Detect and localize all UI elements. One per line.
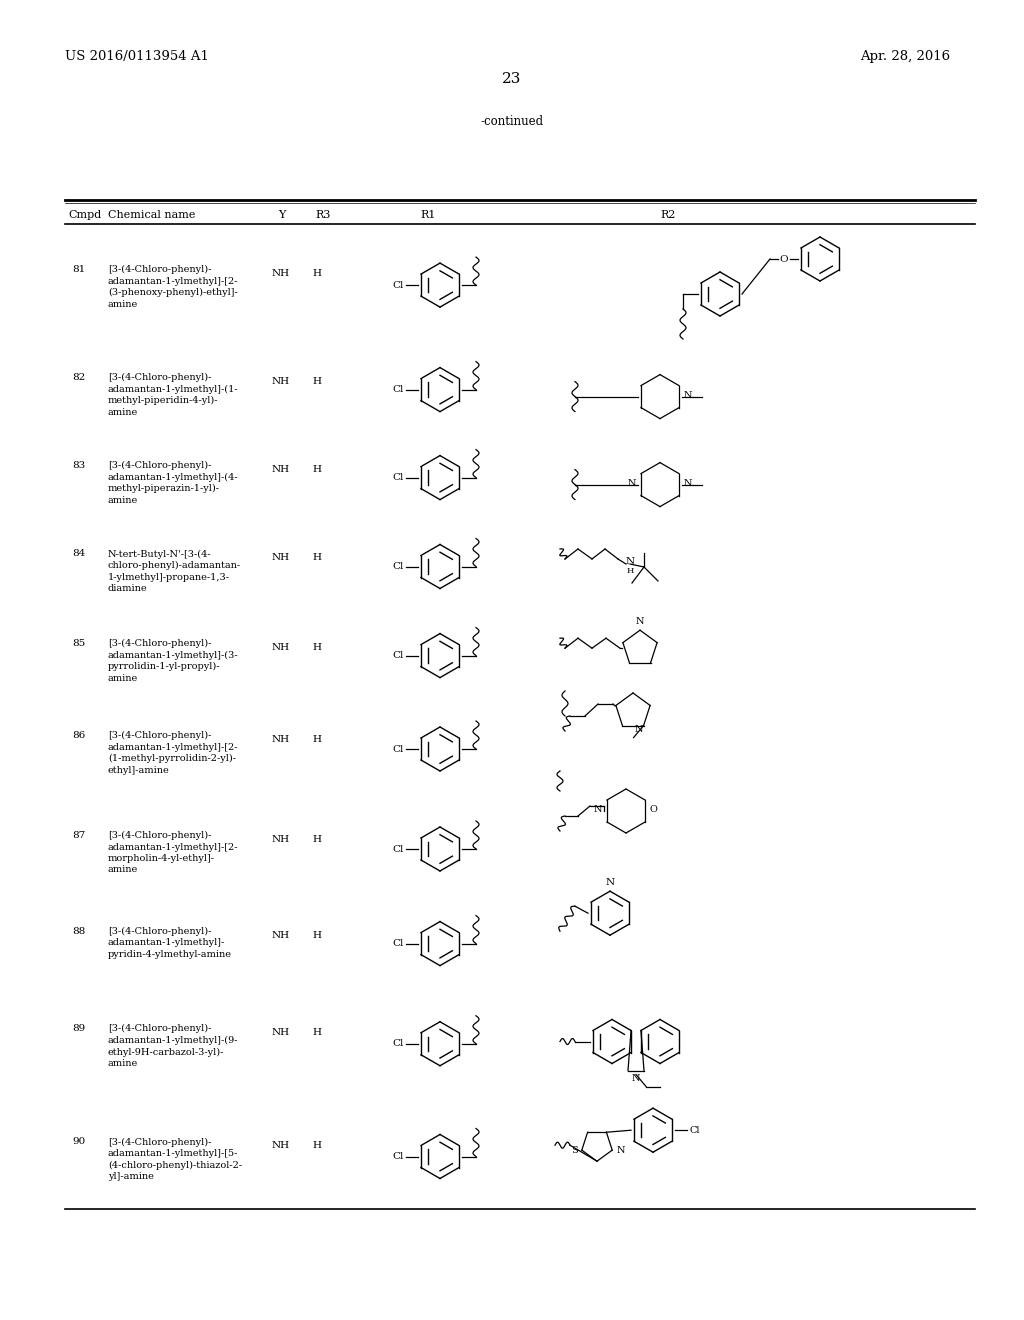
- Text: Cl: Cl: [392, 473, 404, 482]
- Text: NH: NH: [272, 735, 290, 744]
- Text: Cl: Cl: [392, 744, 404, 754]
- Text: N: N: [632, 1074, 640, 1082]
- Text: H: H: [312, 931, 321, 940]
- Text: NH: NH: [272, 465, 290, 474]
- Text: N: N: [684, 479, 692, 488]
- Text: N: N: [628, 479, 636, 488]
- Text: NH: NH: [272, 836, 290, 843]
- Text: O: O: [650, 805, 657, 814]
- Text: H: H: [312, 1142, 321, 1151]
- Text: Cl: Cl: [689, 1126, 699, 1135]
- Text: N: N: [634, 725, 643, 734]
- Text: 88: 88: [72, 927, 85, 936]
- Text: Apr. 28, 2016: Apr. 28, 2016: [860, 50, 950, 63]
- Text: 89: 89: [72, 1024, 85, 1034]
- Text: N: N: [616, 1146, 625, 1155]
- Text: Cmpd: Cmpd: [68, 210, 101, 220]
- Text: 85: 85: [72, 639, 85, 648]
- Text: Chemical name: Chemical name: [108, 210, 196, 220]
- Text: H: H: [312, 465, 321, 474]
- Text: [3-(4-Chloro-phenyl)-
adamantan-1-ylmethyl]-(9-
ethyl-9H-carbazol-3-yl)-
amine: [3-(4-Chloro-phenyl)- adamantan-1-ylmeth…: [108, 1024, 239, 1068]
- Text: Cl: Cl: [392, 385, 404, 395]
- Text: [3-(4-Chloro-phenyl)-
adamantan-1-ylmethyl]-[2-
(1-methyl-pyrrolidin-2-yl)-
ethy: [3-(4-Chloro-phenyl)- adamantan-1-ylmeth…: [108, 731, 239, 775]
- Text: [3-(4-Chloro-phenyl)-
adamantan-1-ylmethyl]-[5-
(4-chloro-phenyl)-thiazol-2-
yl]: [3-(4-Chloro-phenyl)- adamantan-1-ylmeth…: [108, 1138, 242, 1181]
- Text: Y: Y: [278, 210, 286, 220]
- Text: 84: 84: [72, 549, 85, 558]
- Text: 90: 90: [72, 1138, 85, 1147]
- Text: NH: NH: [272, 553, 290, 562]
- Text: H: H: [312, 553, 321, 562]
- Text: [3-(4-Chloro-phenyl)-
adamantan-1-ylmethyl]-[2-
morpholin-4-yl-ethyl]-
amine: [3-(4-Chloro-phenyl)- adamantan-1-ylmeth…: [108, 832, 239, 874]
- Text: O: O: [779, 255, 788, 264]
- Text: NH: NH: [272, 376, 290, 385]
- Text: H: H: [312, 735, 321, 744]
- Text: N: N: [594, 805, 602, 814]
- Text: 86: 86: [72, 731, 85, 741]
- Text: [3-(4-Chloro-phenyl)-
adamantan-1-ylmethyl]-(3-
pyrrolidin-1-yl-propyl)-
amine: [3-(4-Chloro-phenyl)- adamantan-1-ylmeth…: [108, 639, 239, 682]
- Text: [3-(4-Chloro-phenyl)-
adamantan-1-ylmethyl]-(4-
methyl-piperazin-1-yl)-
amine: [3-(4-Chloro-phenyl)- adamantan-1-ylmeth…: [108, 461, 239, 504]
- Text: H: H: [627, 568, 634, 576]
- Text: N: N: [684, 391, 692, 400]
- Text: [3-(4-Chloro-phenyl)-
adamantan-1-ylmethyl]-[2-
(3-phenoxy-phenyl)-ethyl]-
amine: [3-(4-Chloro-phenyl)- adamantan-1-ylmeth…: [108, 265, 239, 309]
- Text: Cl: Cl: [392, 845, 404, 854]
- Text: 81: 81: [72, 265, 85, 275]
- Text: NH: NH: [272, 269, 290, 279]
- Text: Cl: Cl: [392, 1152, 404, 1162]
- Text: N: N: [626, 557, 635, 565]
- Text: S: S: [571, 1146, 578, 1155]
- Text: N: N: [636, 618, 644, 626]
- Text: US 2016/0113954 A1: US 2016/0113954 A1: [65, 50, 209, 63]
- Text: Cl: Cl: [392, 939, 404, 948]
- Text: Cl: Cl: [392, 651, 404, 660]
- Text: Cl: Cl: [392, 281, 404, 289]
- Text: H: H: [312, 1028, 321, 1038]
- Text: Cl: Cl: [392, 562, 404, 572]
- Text: H: H: [312, 836, 321, 843]
- Text: Cl: Cl: [392, 1039, 404, 1048]
- Text: H: H: [312, 376, 321, 385]
- Text: R1: R1: [420, 210, 435, 220]
- Text: H: H: [312, 269, 321, 279]
- Text: R2: R2: [660, 210, 676, 220]
- Text: R3: R3: [315, 210, 331, 220]
- Text: N: N: [605, 878, 614, 887]
- Text: [3-(4-Chloro-phenyl)-
adamantan-1-ylmethyl]-
pyridin-4-ylmethyl-amine: [3-(4-Chloro-phenyl)- adamantan-1-ylmeth…: [108, 927, 232, 958]
- Text: -continued: -continued: [480, 115, 544, 128]
- Text: [3-(4-Chloro-phenyl)-
adamantan-1-ylmethyl]-(1-
methyl-piperidin-4-yl)-
amine: [3-(4-Chloro-phenyl)- adamantan-1-ylmeth…: [108, 372, 239, 417]
- Text: 87: 87: [72, 832, 85, 840]
- Text: NH: NH: [272, 643, 290, 652]
- Text: NH: NH: [272, 1142, 290, 1151]
- Text: 23: 23: [503, 73, 521, 86]
- Text: NH: NH: [272, 931, 290, 940]
- Text: NH: NH: [272, 1028, 290, 1038]
- Text: 83: 83: [72, 461, 85, 470]
- Text: N-tert-Butyl-N'-[3-(4-
chloro-phenyl)-adamantan-
1-ylmethyl]-propane-1,3-
diamin: N-tert-Butyl-N'-[3-(4- chloro-phenyl)-ad…: [108, 549, 241, 593]
- Text: 82: 82: [72, 372, 85, 381]
- Text: H: H: [312, 643, 321, 652]
